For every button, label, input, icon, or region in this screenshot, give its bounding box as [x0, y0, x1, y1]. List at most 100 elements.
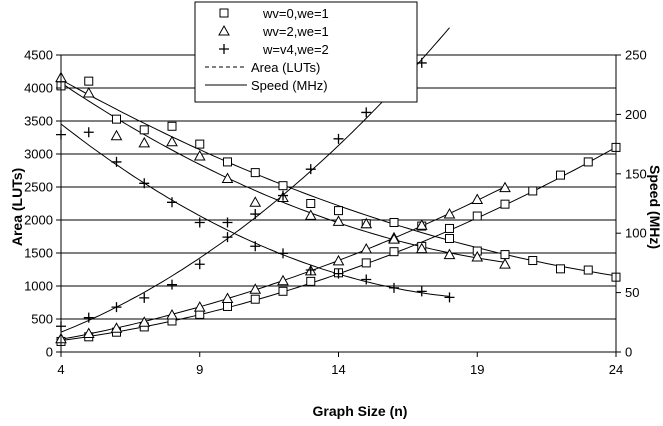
- triangle-marker: [304, 209, 317, 220]
- y-tick-label: 1000: [24, 279, 53, 294]
- square-marker: [361, 258, 371, 268]
- legend-label: w=v4,we=2: [262, 42, 329, 57]
- square-marker: [278, 181, 288, 191]
- triangle-marker: [110, 129, 123, 141]
- square-marker: [223, 157, 232, 167]
- square-marker: [334, 206, 343, 216]
- plus-marker: [444, 292, 455, 303]
- plus-marker: [333, 268, 344, 279]
- triangle-marker: [471, 250, 484, 262]
- trend-line: [60, 146, 617, 341]
- x-tick-label: 24: [609, 362, 623, 377]
- plus-marker: [250, 209, 261, 220]
- square-marker: [583, 265, 593, 275]
- square-marker: [556, 170, 565, 180]
- plus-marker: [111, 302, 122, 313]
- x-axis-title: Graph Size (n): [313, 403, 408, 419]
- legend: wv=0,we=1 wv=2,we=1 w=v4,we=2 Area (LUTs) Sp…: [194, 1, 418, 103]
- plus-marker: [361, 274, 372, 285]
- square-marker: [389, 218, 399, 228]
- trend-line: [60, 82, 506, 263]
- triangle-marker: [332, 254, 345, 266]
- y-tick-label: 3500: [24, 114, 53, 129]
- square-marker: [223, 301, 232, 311]
- y-tick-label: 1500: [24, 246, 53, 261]
- plus-marker: [194, 259, 205, 270]
- square-marker: [472, 211, 482, 221]
- triangle-marker: [360, 243, 373, 254]
- y-tick-label: 0: [46, 345, 53, 360]
- plus-marker: [139, 292, 150, 303]
- square-marker: [445, 223, 454, 233]
- square-marker: [500, 199, 510, 209]
- plus-marker: [361, 107, 372, 118]
- plus-marker: [250, 241, 261, 252]
- triangle-marker: [221, 172, 234, 184]
- triangle-marker: [221, 292, 234, 304]
- y2-axis-title: Speed (MHz): [647, 165, 663, 249]
- square-marker: [528, 256, 538, 266]
- triangle-marker: [471, 193, 484, 205]
- x-tick-label: 14: [331, 362, 345, 377]
- triangle-marker: [249, 283, 262, 294]
- x-tick-label: 9: [196, 362, 203, 377]
- axes: 4 9 14 19 2405001000150020002500300035004000…: [24, 48, 647, 378]
- triangle-marker: [499, 258, 511, 269]
- y-tick-label: 2000: [24, 213, 53, 228]
- plus-marker: [278, 190, 288, 201]
- triangle-marker: [443, 208, 456, 219]
- triangle-marker: [193, 149, 206, 161]
- y2-tick-label: 150: [625, 166, 647, 181]
- y2-tick-label: 100: [625, 226, 647, 241]
- legend-label: Speed (MHz): [251, 78, 328, 93]
- square-marker: [306, 276, 316, 286]
- triangle-marker: [193, 301, 206, 312]
- y-tick-label: 4000: [24, 81, 53, 96]
- plus-marker: [389, 282, 399, 293]
- square-marker: [445, 233, 454, 243]
- triangle-marker: [415, 219, 428, 230]
- y-tick-label: 4500: [24, 48, 53, 63]
- triangle-marker: [415, 242, 428, 254]
- triangle-marker: [82, 327, 95, 339]
- square-marker: [219, 8, 229, 18]
- plus-marker: [278, 248, 288, 259]
- triangle-marker: [360, 217, 373, 229]
- plus-marker: [219, 44, 229, 54]
- square-marker: [250, 294, 260, 304]
- plus-marker: [305, 265, 316, 276]
- square-marker: [306, 199, 316, 208]
- x-tick-label: 4: [57, 362, 64, 377]
- plus-marker: [167, 279, 177, 290]
- plus-marker: [305, 164, 316, 175]
- square-marker: [195, 139, 205, 149]
- triangle-marker: [82, 86, 95, 98]
- plus-marker: [139, 178, 150, 189]
- triangle-marker: [332, 215, 345, 226]
- plus-marker: [222, 232, 233, 243]
- square-marker: [500, 250, 510, 260]
- x-tick-label: 19: [470, 362, 484, 377]
- legend-items: wv=0,we=1 wv=2,we=1 w=v4,we=2 Area (LUTs) Sp…: [205, 6, 329, 93]
- triangle-marker: [218, 24, 230, 36]
- plus-marker: [83, 312, 94, 323]
- y-tick-label: 500: [31, 312, 53, 327]
- triangle-marker: [277, 274, 289, 286]
- square-marker: [112, 114, 121, 124]
- y2-tick-label: 200: [625, 107, 647, 122]
- plus-marker: [83, 127, 94, 138]
- square-marker: [250, 168, 260, 178]
- square-marker: [528, 186, 538, 196]
- plus-marker: [194, 217, 205, 228]
- triangle-marker: [499, 181, 511, 193]
- plus-marker: [111, 156, 122, 167]
- square-marker: [84, 76, 94, 86]
- triangle-marker: [166, 309, 178, 320]
- legend-label: wv=0,we=1: [262, 6, 329, 21]
- plus-marker: [333, 133, 344, 144]
- square-marker: [556, 264, 565, 274]
- triangle-marker: [443, 248, 456, 260]
- plus-marker: [416, 57, 427, 68]
- legend-label: Area (LUTs): [251, 60, 320, 75]
